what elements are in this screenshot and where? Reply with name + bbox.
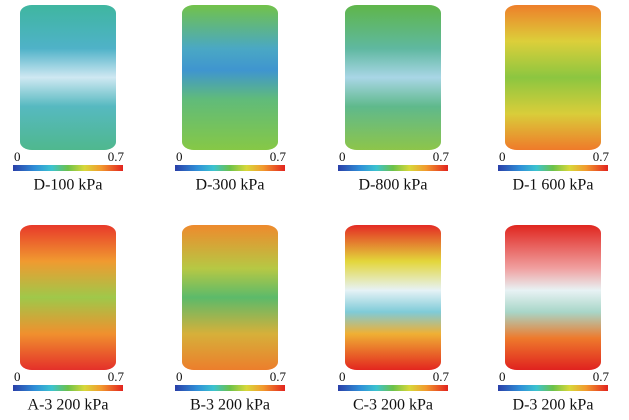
scale-min: 0 [339, 369, 346, 384]
colorbar [175, 165, 285, 171]
colorbar [175, 385, 285, 391]
panel: 0 0.7 A-3 200 kPa [13, 225, 125, 414]
panel: 0 0.7 D-800 kPa [338, 5, 450, 194]
colorbar [338, 385, 448, 391]
scale-min: 0 [14, 149, 21, 164]
panel-label: D-300 kPa [196, 177, 265, 194]
scale-min: 0 [339, 149, 346, 164]
colorbar [13, 165, 123, 171]
panel-label: D-1 600 kPa [513, 177, 594, 194]
scale-max: 0.7 [270, 149, 287, 164]
panel-label: C-3 200 kPa [353, 397, 433, 414]
colorbar [338, 165, 448, 171]
specimen [505, 5, 601, 150]
scale-min: 0 [176, 149, 183, 164]
colorbar [498, 385, 608, 391]
scale-max: 0.7 [593, 369, 610, 384]
panel: 0 0.7 D-3 200 kPa [498, 225, 610, 414]
specimen [182, 5, 278, 150]
scale-max: 0.7 [433, 149, 450, 164]
panel-label: D-3 200 kPa [513, 397, 594, 414]
panel-label: D-100 kPa [34, 177, 103, 194]
specimen [20, 225, 116, 370]
scale-max: 0.7 [593, 149, 610, 164]
panel: 0 0.7C-3 200 kPa [338, 225, 450, 414]
panel: 0 0.7 D-300 kPa [175, 5, 287, 194]
colorbar [13, 385, 123, 391]
scale-max: 0.7 [270, 369, 287, 384]
specimen [345, 225, 441, 370]
colorbar [498, 165, 608, 171]
specimen [20, 5, 116, 150]
specimen [182, 225, 278, 370]
panel: 0 0.7 D-100 kPa [13, 5, 125, 194]
panel-label: D-800 kPa [359, 177, 428, 194]
specimen [345, 5, 441, 150]
scale-min: 0 [14, 369, 21, 384]
panel: 0 0.7B-3 200 kPa [175, 225, 287, 414]
scale-min: 0 [499, 149, 506, 164]
scale-min: 0 [499, 369, 506, 384]
panel-label: B-3 200 kPa [190, 397, 270, 414]
scale-max: 0.7 [108, 369, 125, 384]
panel: 0 0.7 D-1 600 kPa [498, 5, 610, 194]
specimen [505, 225, 601, 370]
panel-label: A-3 200 kPa [28, 397, 109, 414]
figure: 00.7D-100 kPa00.7D-300 kPa00.7D-800 kPa0… [0, 0, 629, 420]
scale-max: 0.7 [433, 369, 450, 384]
scale-max: 0.7 [108, 149, 125, 164]
scale-min: 0 [176, 369, 183, 384]
